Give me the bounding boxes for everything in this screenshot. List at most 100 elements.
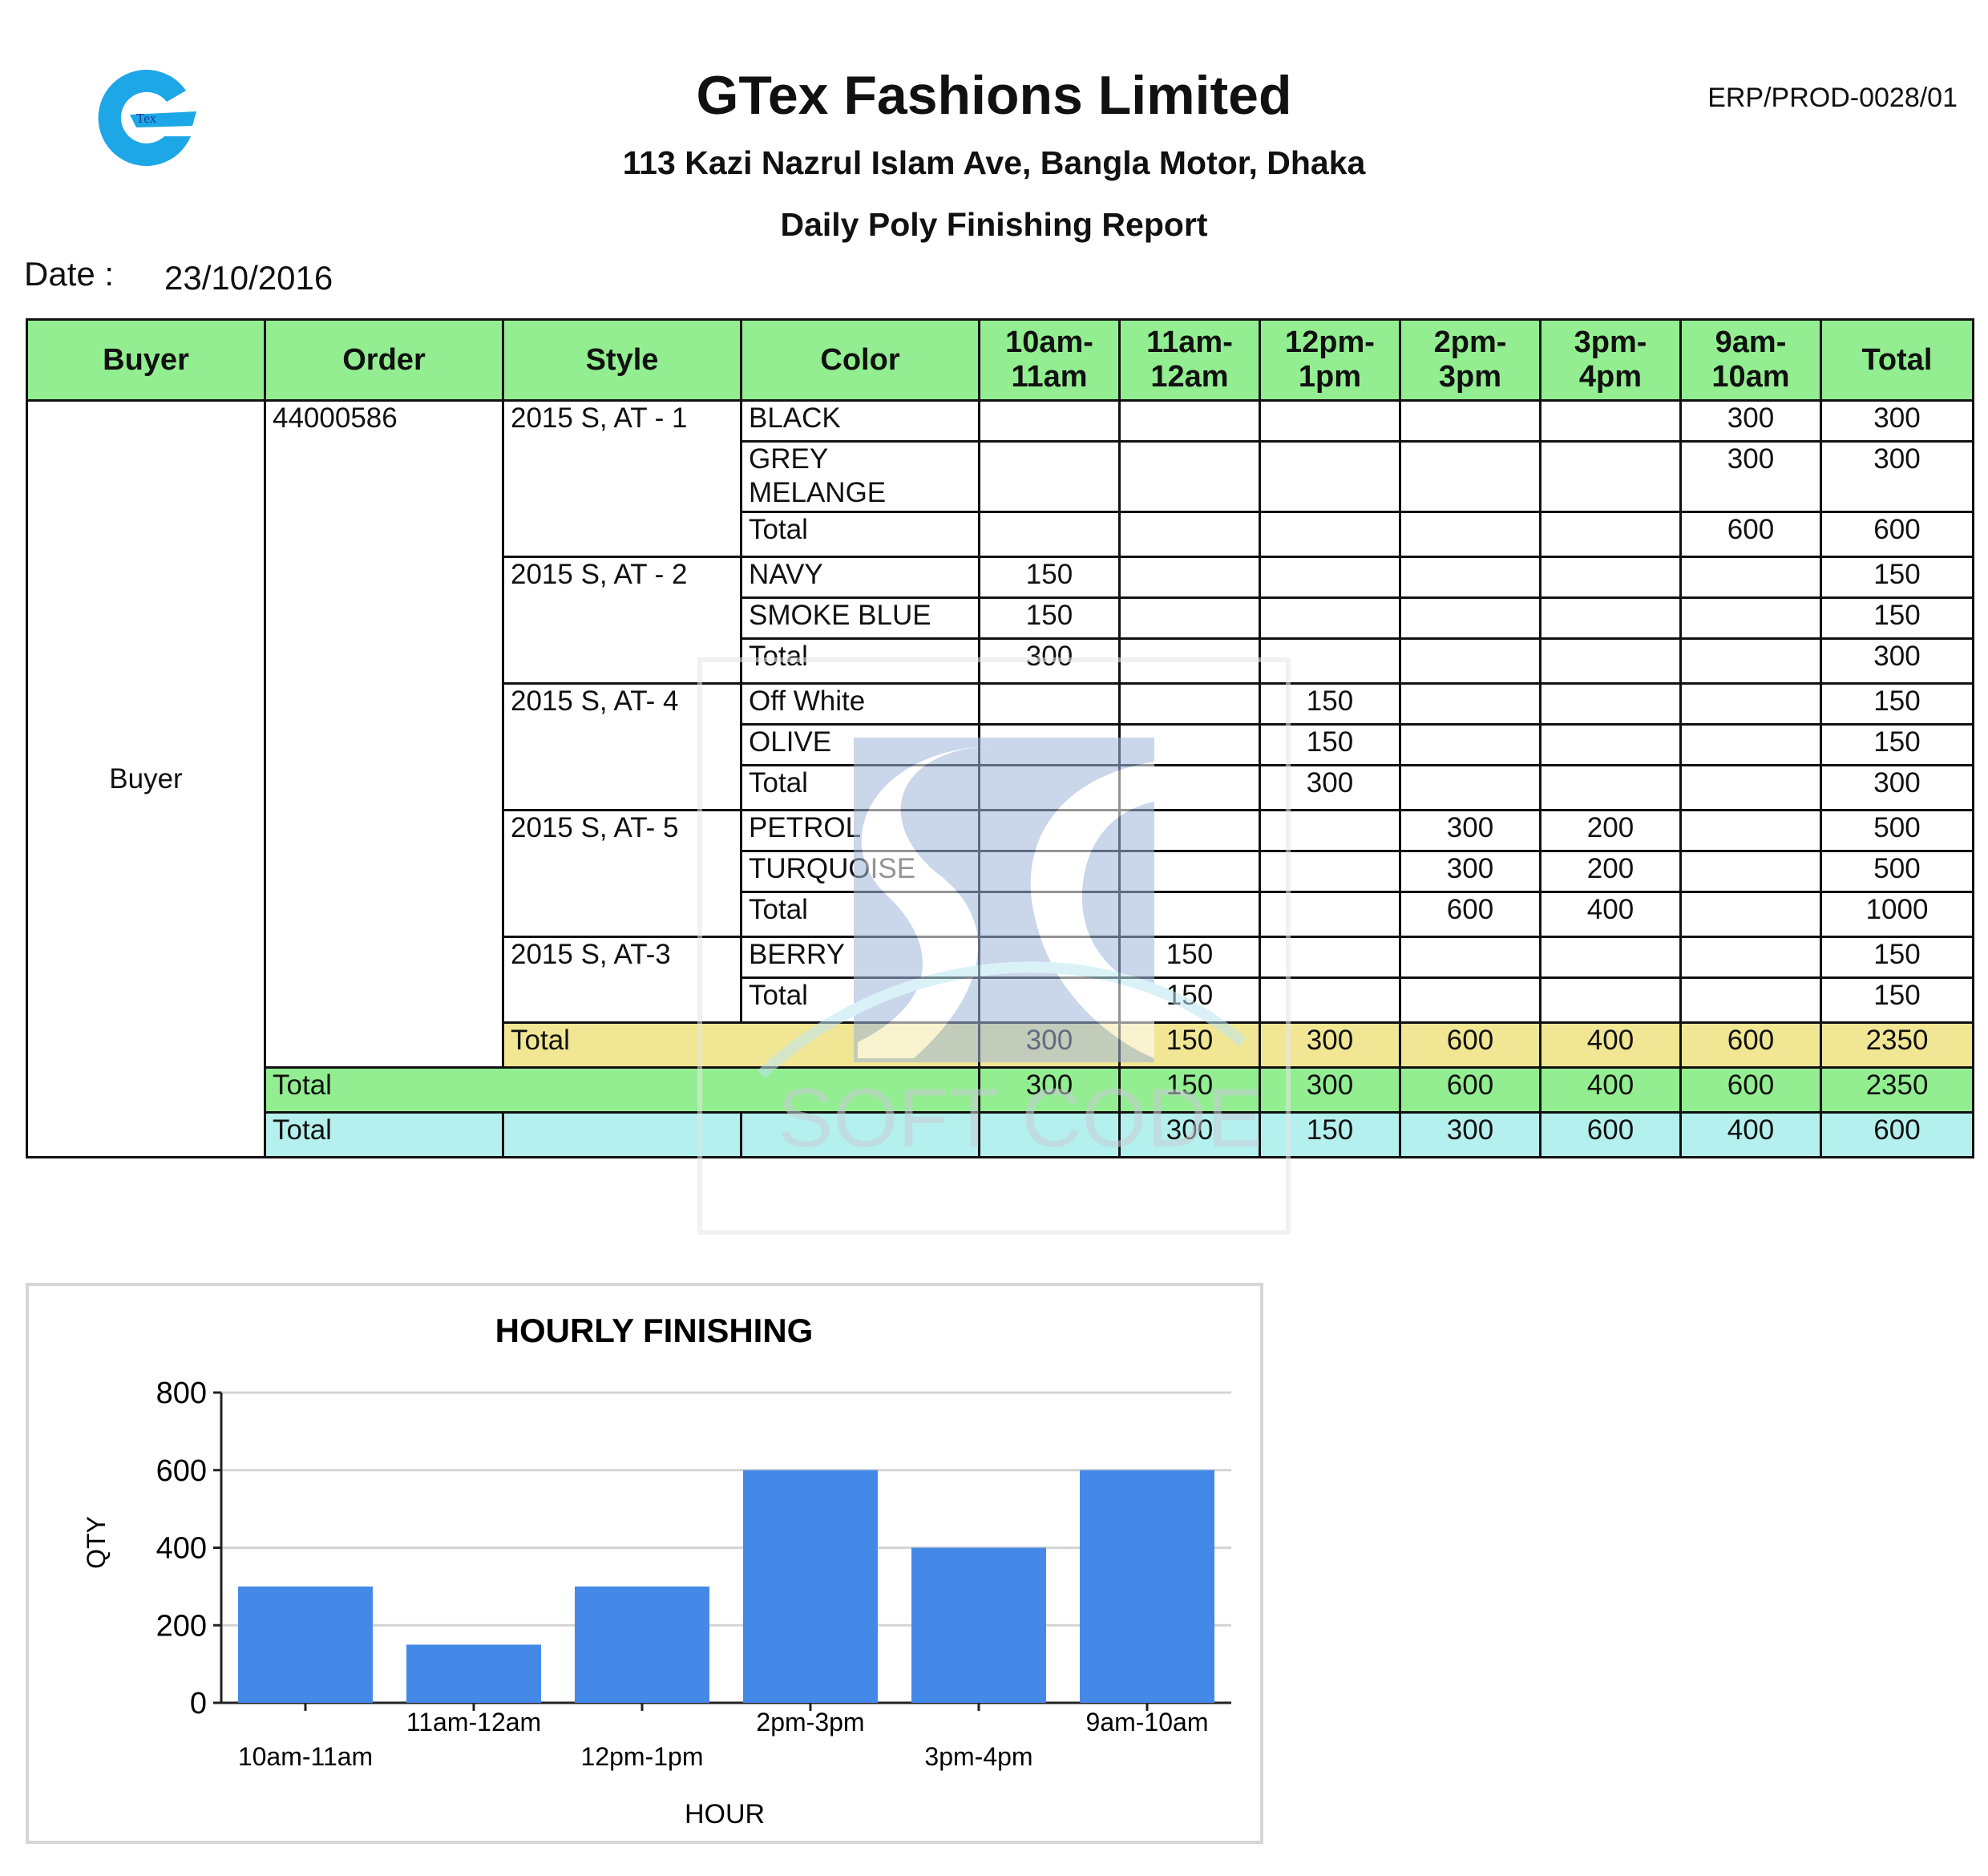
qty-cell: 300 [978,637,1121,685]
qty-cell [1399,556,1542,599]
qty-cell [1399,723,1542,766]
qty-cell [1539,440,1682,513]
qty-cell: 150 [978,556,1121,599]
qty-cell [1539,511,1682,558]
qty-cell [1399,440,1542,513]
qty-cell [1539,976,1682,1024]
qty-cell: 300 [1399,850,1542,893]
qty-cell: 500 [1820,809,1974,852]
qty-cell: 600 [1679,511,1822,558]
qty-cell: 150 [1259,723,1401,766]
color-cell: Off White [740,682,980,726]
qty-cell [1259,556,1401,599]
chart-y-axis-label: QTY [82,1516,111,1569]
color-cell: Total [740,764,980,811]
buyer-total-row: Total 300 150 300 600 400 600 2350 [27,1066,1974,1114]
qty-cell [1679,723,1822,766]
y-tick-label: 800 [156,1377,207,1410]
total-qty-cell: 300 [1259,1066,1401,1114]
qty-cell [1259,936,1401,979]
qty-cell [1399,764,1542,811]
total-qty-cell: 400 [1539,1021,1682,1069]
qty-cell [1539,723,1682,766]
qty-cell: 150 [1820,682,1974,726]
total-qty-cell: 2350 [1820,1021,1974,1069]
color-cell: BLACK [740,399,980,443]
color-cell: Total [740,976,980,1024]
qty-cell: 300 [1820,399,1974,443]
color-cell: GREY MELANGE [740,440,980,513]
total-qty-cell: 300 [1118,1111,1261,1158]
column-header: 12pm- 1pm [1259,318,1401,402]
color-cell: Total [740,637,980,685]
qty-cell [978,440,1121,513]
style-cell: 2015 S, AT - 1 [502,399,742,558]
color-cell: TURQUOISE [740,850,980,893]
qty-cell [1679,556,1822,599]
logo-text: Tex [136,111,157,126]
qty-cell: 300 [1399,809,1542,852]
color-cell: Total [740,511,980,558]
qty-cell: 1000 [1820,891,1974,938]
qty-cell [1539,596,1682,640]
chart-title: HOURLY FINISHING [495,1312,814,1349]
qty-cell [1259,891,1401,938]
qty-cell [978,723,1121,766]
company-logo: Tex [98,70,196,167]
qty-cell [1679,809,1822,852]
column-header: Total [1820,318,1974,402]
qty-cell [978,511,1121,558]
qty-cell [1118,596,1261,640]
qty-cell [978,809,1121,852]
qty-cell [1399,682,1542,726]
y-tick-label: 0 [190,1687,207,1720]
y-tick-label: 400 [156,1532,207,1566]
empty-cell [740,1111,980,1158]
bar [911,1547,1046,1703]
table-row: Total 600 600 [27,511,1974,558]
table-row: SMOKE BLUE 150 150 [27,596,1974,640]
qty-cell [1679,936,1822,979]
qty-cell [1399,936,1542,979]
column-header: 9am- 10am [1679,318,1822,402]
column-header: Order [264,318,504,402]
qty-cell: 150 [1820,596,1974,640]
buyer-cell: Buyer [26,399,266,1158]
x-tick-label: 10am-11am [238,1742,373,1771]
qty-cell: 200 [1539,850,1682,893]
column-header: Buyer [26,318,266,402]
chart-canvas: HOURLY FINISHING HOUR QTY 0 200 400 600 800 1… [82,1312,1231,1830]
color-cell: BERRY [740,936,980,979]
hourly-finishing-chart: HOURLY FINISHING HOUR QTY 0 200 400 600 800 1… [26,1283,1263,1844]
qty-cell [1399,596,1542,640]
qty-cell [1259,440,1401,513]
qty-cell [978,891,1121,938]
x-tick-label: 2pm-3pm [756,1708,864,1737]
qty-cell [978,936,1121,979]
qty-cell: 150 [1118,936,1261,979]
bar [575,1586,709,1703]
qty-cell [1539,556,1682,599]
column-header: 3pm- 4pm [1539,318,1682,402]
report-title: Daily Poly Finishing Report [780,206,1208,243]
qty-cell: 300 [1679,399,1822,443]
qty-cell [1679,891,1822,938]
qty-cell [1259,596,1401,640]
color-cell: Total [740,891,980,938]
column-header: 2pm- 3pm [1399,318,1542,402]
qty-cell [1118,399,1261,443]
chart-x-axis-label: HOUR [685,1799,765,1830]
qty-cell: 150 [1820,936,1974,979]
bar [406,1644,541,1703]
qty-cell: 150 [1820,556,1974,599]
qty-cell [978,399,1121,443]
empty-cell [978,1111,1121,1158]
table-body: Buyer 44000586 2015 S, AT - 1 BLACK 300 300 GR… [26,399,1974,1158]
column-header: 11am- 12am [1118,318,1261,402]
column-header: Color [740,318,980,402]
qty-cell: 300 [1820,764,1974,811]
total-label: Total [264,1066,980,1114]
x-tick-label: 3pm-4pm [924,1742,1032,1771]
total-qty-cell: 600 [1539,1111,1682,1158]
company-name: GTex Fashions Limited [696,65,1292,126]
